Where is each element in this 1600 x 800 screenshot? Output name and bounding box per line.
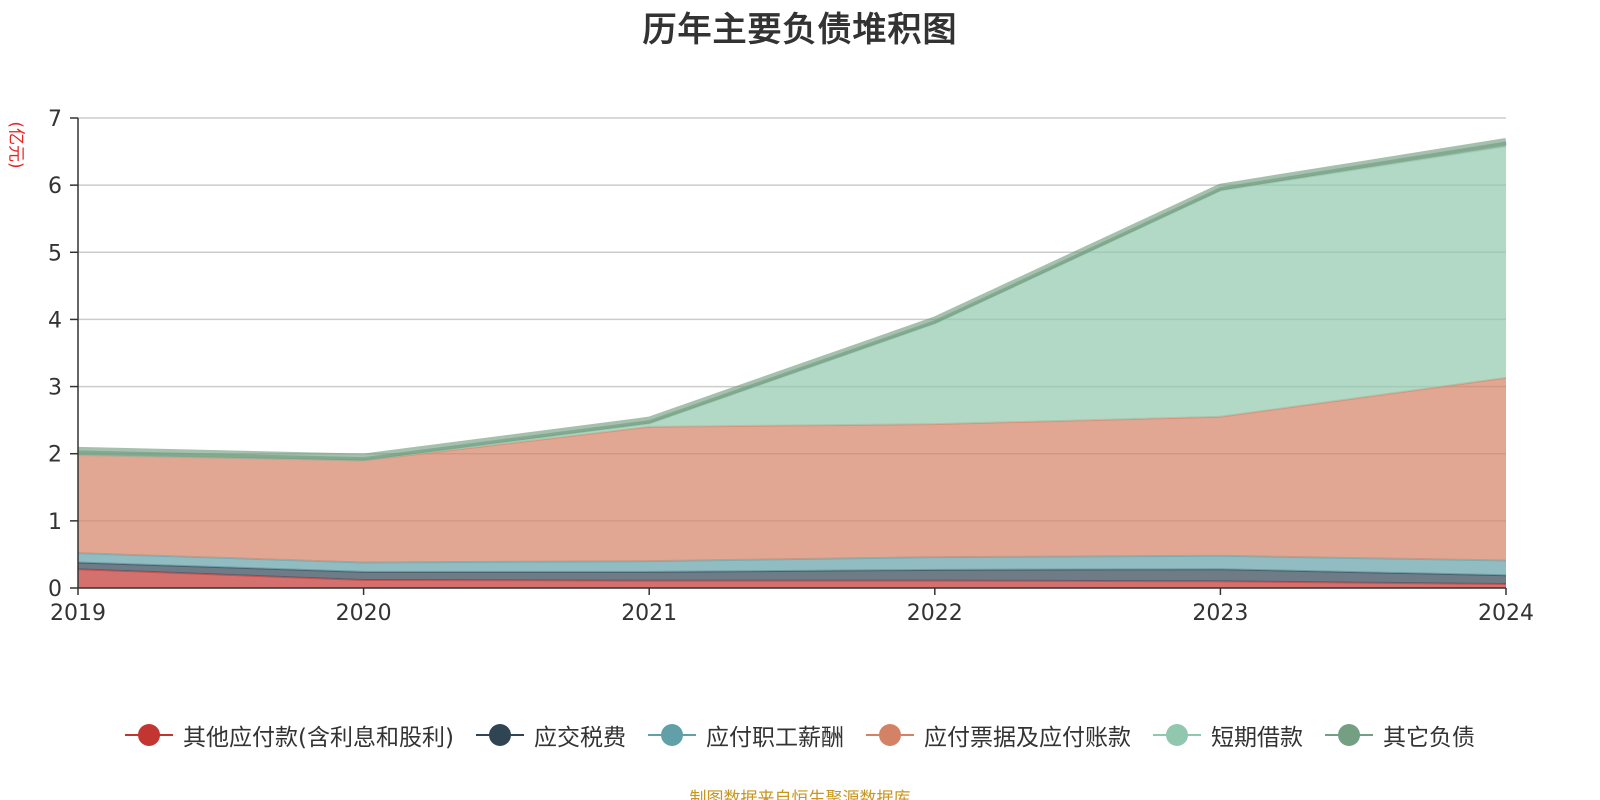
y-tick-label: 4	[48, 308, 62, 333]
area-3	[78, 377, 1506, 563]
x-tick-label: 2021	[621, 601, 677, 626]
legend-swatch-dot	[138, 724, 161, 746]
legend-item-3[interactable]: 应付票据及应付账款	[865, 718, 1131, 752]
y-tick-label: 3	[48, 376, 62, 401]
legend-swatch-icon	[1324, 723, 1373, 747]
legend-swatch-dot	[488, 724, 511, 746]
x-tick-label: 2020	[336, 601, 392, 626]
y-tick-label: 6	[48, 174, 62, 199]
legend-label: 应付票据及应付账款	[923, 725, 1131, 751]
legend-item-4[interactable]: 短期借款	[1152, 718, 1303, 752]
legend-swatch-icon	[125, 723, 174, 747]
legend-swatch-dot	[1337, 724, 1360, 746]
legend-swatch-icon	[475, 723, 524, 747]
legend-label: 应交税费	[533, 725, 626, 751]
legend-label: 其它负债	[1382, 725, 1475, 751]
legend-item-5[interactable]: 其它负债	[1324, 718, 1475, 752]
legend-item-2[interactable]: 应付职工薪酬	[647, 718, 844, 752]
legend-item-0[interactable]: 其他应付款(含利息和股利)	[125, 718, 454, 752]
legend-swatch-dot	[1165, 724, 1188, 746]
legend-item-1[interactable]: 应交税费	[475, 718, 626, 752]
y-tick-label: 7	[48, 107, 62, 132]
chart-title: 历年主要负债堆积图	[642, 10, 958, 50]
legend-swatch-dot	[878, 724, 901, 746]
x-tick-label: 2023	[1192, 601, 1248, 626]
series-line-5	[77, 138, 1507, 461]
x-tick-label: 2022	[907, 601, 963, 626]
y-tick-label: 5	[48, 241, 62, 266]
legend-swatch-icon	[1152, 723, 1201, 747]
legend-swatch-icon	[647, 723, 696, 747]
legend-label: 应付职工薪酬	[705, 725, 844, 751]
chart-plot: 0 1 2 3 4 5 6 7 2019 2020 2021 2022 2023 2024	[48, 107, 1534, 626]
chart-legend: 其他应付款(含利息和股利) 应交税费 应付职工薪酬 应付票据及应付账款 短期借款 其它负债	[0, 718, 1600, 752]
source-note: 制图数据来自恒生聚源数据库	[689, 789, 911, 800]
area-0	[78, 569, 1506, 588]
y-tick-label: 0	[48, 577, 62, 602]
series-5	[77, 138, 1507, 461]
area-2	[78, 553, 1506, 576]
legend-swatch-dot	[660, 724, 683, 746]
x-tick-label: 2019	[50, 601, 106, 626]
x-tick-label: 2024	[1478, 601, 1534, 626]
area-1	[78, 562, 1506, 584]
y-tick-label: 2	[48, 443, 62, 468]
legend-label: 其他应付款(含利息和股利)	[183, 725, 454, 751]
legend-label: 短期借款	[1210, 725, 1303, 751]
y-tick-label: 1	[48, 510, 62, 535]
legend-swatch-icon	[865, 723, 914, 747]
